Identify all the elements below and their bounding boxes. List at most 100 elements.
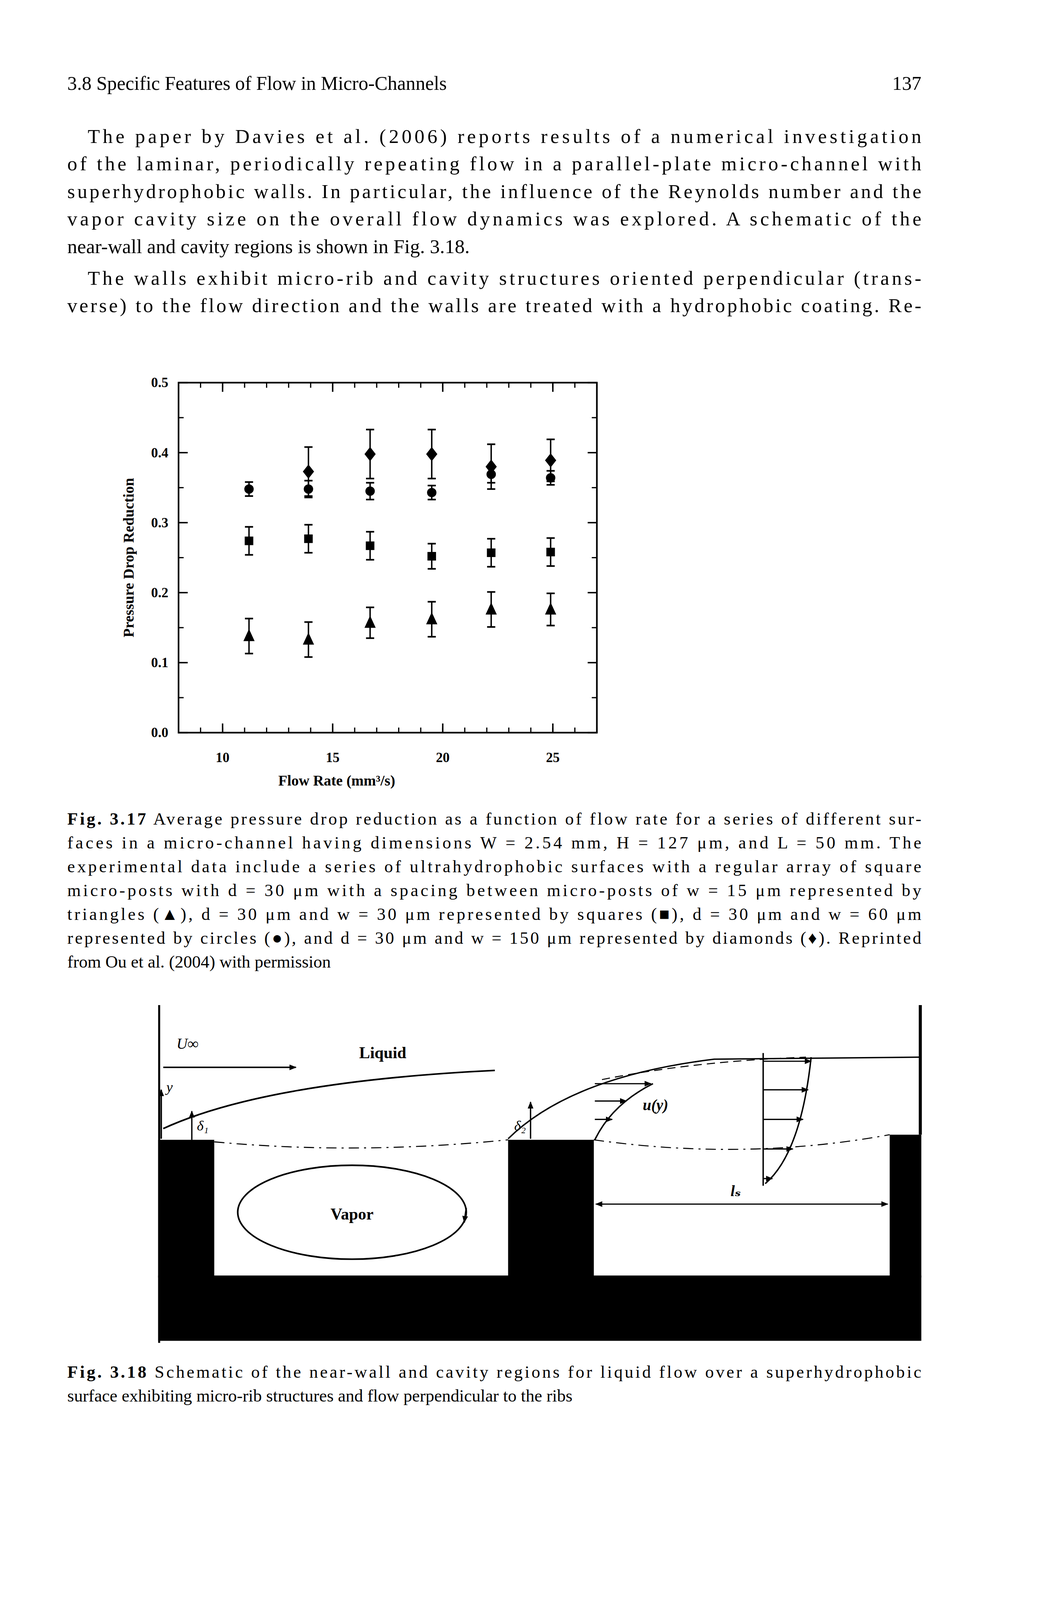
caption-line: surface exhibiting micro-rib structures … [67, 1386, 573, 1406]
body-line: superhydrophobic walls. In particular, t… [67, 180, 922, 203]
error-bar-cap [487, 626, 496, 628]
body-line: The paper by Davies et al. (2006) report… [87, 125, 922, 148]
rib [508, 1139, 594, 1278]
error-bar-cap [546, 484, 555, 486]
x-minor-tick [310, 727, 312, 733]
error-bar-cap [487, 488, 496, 490]
delta-arrow [191, 1111, 193, 1140]
x-tick [552, 382, 554, 393]
error-bar [304, 524, 313, 553]
x-minor-tick [287, 382, 290, 388]
error-bar-cap [427, 600, 436, 603]
x-minor-tick [530, 382, 532, 388]
error-bar-cap [546, 592, 555, 595]
schematic: U∞Liquidyδ₁δ₂Vaporu(y)lₛ [158, 1005, 922, 1344]
y-tick-label: 0.2 [151, 585, 169, 601]
x-minor-tick [332, 382, 334, 388]
caption-line: Fig. 3.17 Average pressure drop reductio… [67, 809, 922, 829]
error-bar-cap [487, 566, 496, 568]
error-bar-cap [427, 477, 436, 480]
diamond-marker [426, 446, 438, 462]
x-minor-tick [552, 727, 554, 733]
x-minor-tick [221, 727, 224, 733]
meniscus [593, 1134, 890, 1150]
error-bar-cap [366, 559, 375, 561]
error-bar-cap [244, 481, 254, 483]
y-tick [587, 452, 597, 454]
boundary-layer [163, 1070, 495, 1129]
error-bar [546, 537, 555, 567]
error-bar-cap [304, 552, 313, 554]
body-line: verse) to the flow direction and the wal… [67, 294, 922, 317]
diamond-marker [485, 459, 497, 474]
boundary-layer-dashed [602, 1057, 806, 1080]
y-minor-tick [591, 417, 597, 419]
triangle-marker [426, 612, 438, 625]
error-bar-cap [304, 523, 313, 526]
x-minor-tick [508, 727, 510, 733]
error-bar-cap [427, 484, 436, 487]
error-bar-cap [546, 537, 555, 539]
x-minor-tick [287, 727, 290, 733]
caption-line: triangles (▲), d = 30 μm and w = 30 μm r… [67, 904, 922, 924]
square-marker [365, 541, 375, 551]
y-tick [178, 521, 188, 524]
y-tick-label: 0.4 [151, 445, 169, 461]
diamond-marker [544, 453, 557, 468]
error-bar-cap [244, 495, 254, 497]
error-bar-cap [244, 652, 254, 655]
circulation-arrow [464, 1208, 467, 1223]
x-tick [552, 723, 554, 733]
error-bar-cap [427, 498, 436, 501]
caption-line: Fig. 3.18 Schematic of the near-wall and… [67, 1362, 922, 1382]
boundary-layer [508, 1057, 922, 1139]
velocity-arrow [595, 1083, 652, 1085]
x-minor-tick [596, 382, 598, 388]
right-border [918, 1005, 922, 1135]
y-minor-tick [591, 627, 597, 629]
y-tick [587, 662, 597, 664]
x-tick [441, 723, 444, 733]
error-bar-cap [546, 624, 555, 627]
x-minor-tick [353, 727, 356, 733]
y-minor-tick [178, 487, 184, 489]
diamond-marker [364, 446, 376, 462]
caption-text: Schematic of the near-wall and cavity re… [148, 1362, 922, 1382]
x-minor-tick [574, 382, 576, 388]
x-minor-tick [266, 382, 268, 388]
triangle-marker [364, 615, 376, 628]
running-header: 3.8 Specific Features of Flow in Micro-C… [67, 72, 447, 95]
error-bar-cap [427, 636, 436, 638]
x-minor-tick [508, 382, 510, 388]
x-minor-tick [200, 727, 202, 733]
x-axis-label: Flow Rate (mm³/s) [278, 772, 395, 790]
body-line: near-wall and cavity regions is shown in… [67, 235, 470, 258]
x-minor-tick [596, 727, 598, 733]
x-minor-tick [398, 382, 400, 388]
liquid-label: Liquid [359, 1043, 407, 1062]
error-bar-cap [366, 637, 375, 640]
error-bar-cap [427, 568, 436, 570]
body-line: The walls exhibit micro-rib and cavity s… [87, 267, 922, 290]
meniscus [214, 1139, 508, 1149]
triangle-marker [243, 628, 255, 642]
error-bar-cap [304, 656, 313, 658]
x-tick-label: 10 [215, 750, 230, 766]
x-minor-tick [530, 727, 532, 733]
y-tick [178, 662, 188, 664]
error-bar-cap [244, 617, 254, 620]
error-bar-cap [304, 621, 313, 623]
diamond-marker [302, 464, 315, 479]
triangle-marker [544, 602, 557, 615]
y-tick [178, 591, 188, 594]
triangle-marker [485, 602, 497, 615]
circle-marker [244, 484, 254, 494]
spacing-label: lₛ [730, 1182, 741, 1200]
error-bar [366, 531, 375, 560]
error-bar-cap [546, 438, 555, 441]
vapor-label: Vapor [330, 1205, 374, 1224]
x-tick [332, 723, 334, 733]
error-bar-cap [366, 428, 375, 431]
velocity-arrow [762, 1148, 793, 1150]
y-tick [587, 382, 597, 384]
